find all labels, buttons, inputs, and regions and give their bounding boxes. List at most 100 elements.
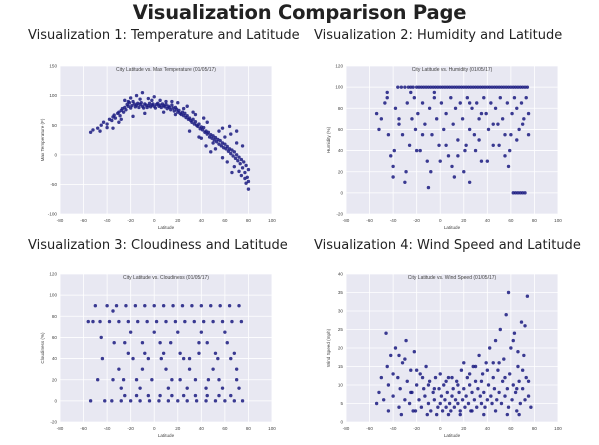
data-point [438, 372, 442, 376]
data-point [423, 394, 427, 398]
data-point [191, 110, 195, 114]
x-tick-label: 80 [246, 426, 252, 431]
data-point [396, 375, 400, 380]
data-point [497, 85, 501, 89]
data-point [138, 386, 142, 390]
x-tick-label: 100 [554, 218, 562, 223]
data-point [480, 372, 485, 376]
data-point [193, 393, 198, 398]
data-point [503, 133, 507, 137]
data-point [230, 319, 234, 324]
data-point [480, 85, 485, 89]
data-point [493, 338, 498, 343]
data-point [170, 378, 174, 382]
data-point [523, 398, 527, 402]
data-point [518, 85, 523, 89]
data-point [512, 331, 517, 335]
data-point [229, 393, 233, 398]
data-point [166, 386, 171, 390]
data-point [446, 375, 451, 380]
data-point [392, 148, 396, 153]
data-point [396, 85, 400, 89]
data-point [446, 154, 451, 158]
data-point [513, 85, 518, 89]
data-point [479, 379, 484, 383]
data-point [91, 128, 95, 132]
x-tick-label: -60 [366, 218, 373, 223]
data-point [386, 409, 391, 413]
data-point [377, 390, 381, 395]
data-point [412, 350, 417, 354]
data-point [436, 405, 440, 409]
data-point [491, 122, 495, 126]
data-point [444, 405, 448, 409]
data-point [223, 135, 227, 139]
data-point [227, 124, 232, 129]
data-point [199, 304, 204, 308]
data-point [138, 97, 142, 101]
y-tick-label: 35 [338, 290, 344, 295]
data-point [239, 157, 244, 162]
data-point [462, 361, 466, 365]
x-tick-label: 0 [153, 218, 156, 223]
data-point [225, 341, 229, 345]
data-point [483, 85, 487, 89]
data-point [205, 393, 209, 398]
data-point [134, 378, 139, 382]
data-point [240, 144, 245, 148]
data-point [225, 160, 229, 164]
data-point [138, 399, 142, 403]
data-point [467, 383, 472, 387]
data-point [520, 387, 525, 391]
data-point [517, 127, 521, 132]
data-point [400, 133, 405, 137]
x-tick-label: 80 [246, 218, 252, 223]
temperature-scatter-chart: -80 -60 -40 -20 0 20 40 60 80 100 -100 -50 0 50 100 150… [40, 64, 276, 230]
viz3-heading: Visualization 3: Cloudiness and Latitude [28, 238, 288, 253]
x-tick-label: -20 [413, 218, 420, 223]
data-point [525, 85, 530, 89]
x-tick-label: 20 [461, 426, 467, 431]
data-point [513, 191, 518, 195]
data-point [238, 161, 242, 166]
data-point [470, 390, 474, 395]
data-point [470, 409, 474, 413]
data-point [469, 85, 473, 89]
data-point [141, 106, 146, 110]
data-point [169, 108, 173, 112]
data-point [450, 85, 454, 89]
data-point [206, 378, 211, 382]
data-point [478, 85, 482, 89]
data-point [463, 405, 467, 409]
data-point [117, 367, 121, 371]
data-point [447, 85, 452, 89]
data-point [462, 170, 466, 174]
data-point [491, 375, 495, 380]
data-point [485, 368, 490, 372]
data-point [397, 353, 401, 358]
data-point [496, 368, 500, 372]
data-point [110, 118, 114, 123]
data-point [176, 330, 180, 334]
data-point [439, 101, 444, 105]
data-point [185, 399, 189, 403]
data-point [230, 170, 234, 175]
data-point [95, 126, 100, 130]
data-point [232, 351, 237, 355]
data-point [425, 412, 429, 417]
data-point [199, 330, 204, 334]
data-point [105, 122, 109, 126]
data-point [456, 401, 460, 406]
data-point [379, 375, 384, 380]
data-point [385, 90, 389, 95]
y-tick-label: 5 [340, 401, 343, 406]
data-point [217, 142, 221, 146]
data-point [240, 399, 245, 403]
data-point [237, 304, 241, 308]
data-point [443, 398, 447, 402]
data-point [185, 114, 189, 118]
data-point [509, 346, 513, 350]
data-point [404, 170, 408, 174]
y-tick-label: -20 [50, 420, 57, 425]
data-point [420, 133, 425, 137]
